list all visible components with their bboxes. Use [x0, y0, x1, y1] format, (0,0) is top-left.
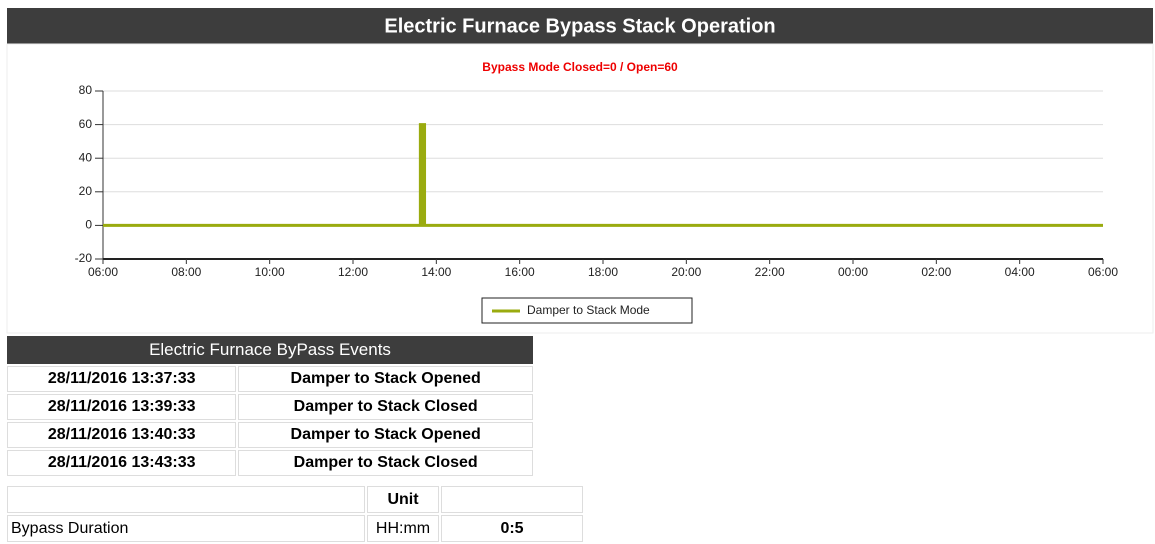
- x-tick-label: 04:00: [1005, 265, 1035, 279]
- summary-table: Unit Bypass Duration HH:mm 0:5: [5, 484, 585, 544]
- x-tick-label: 06:00: [88, 265, 118, 279]
- y-tick-label: 80: [79, 83, 93, 97]
- chart-frame: [6, 43, 1154, 334]
- y-tick-label: -20: [75, 251, 93, 265]
- y-tick-label: 40: [79, 150, 93, 164]
- legend-label: Damper to Stack Mode: [527, 303, 650, 317]
- x-tick-label: 08:00: [171, 265, 201, 279]
- events-title: Electric Furnace ByPass Events: [7, 336, 533, 364]
- x-tick-label: 10:00: [255, 265, 285, 279]
- event-text: Damper to Stack Closed: [238, 450, 533, 476]
- header-bar: [7, 8, 1153, 44]
- x-tick-label: 06:00: [1088, 265, 1118, 279]
- events-table: Electric Furnace ByPass Events 28/11/201…: [5, 334, 535, 478]
- x-tick-label: 02:00: [921, 265, 951, 279]
- y-tick-label: 60: [79, 117, 93, 131]
- event-text: Damper to Stack Closed: [238, 394, 533, 420]
- event-time: 28/11/2016 13:37:33: [7, 366, 237, 392]
- chart-subtitle: Bypass Mode Closed=0 / Open=60: [482, 60, 678, 74]
- event-text: Damper to Stack Opened: [238, 366, 533, 392]
- empty-cell: [7, 486, 365, 513]
- x-tick-label: 00:00: [838, 265, 868, 279]
- event-time: 28/11/2016 13:43:33: [7, 450, 237, 476]
- data-line: [103, 123, 1103, 227]
- event-time: 28/11/2016 13:39:33: [7, 394, 237, 420]
- empty-cell: [441, 486, 583, 513]
- metric-name: Bypass Duration: [7, 515, 365, 542]
- metric-value: 0:5: [441, 515, 583, 542]
- y-tick-label: 0: [85, 218, 92, 232]
- x-tick-label: 22:00: [755, 265, 785, 279]
- event-text: Damper to Stack Opened: [238, 422, 533, 448]
- chart: Electric Furnace Bypass Stack Operation …: [6, 8, 1154, 334]
- unit-header: Unit: [367, 486, 439, 513]
- x-tick-label: 16:00: [505, 265, 535, 279]
- y-tick-label: 20: [79, 184, 93, 198]
- event-time: 28/11/2016 13:40:33: [7, 422, 237, 448]
- x-tick-label: 14:00: [421, 265, 451, 279]
- x-tick-label: 18:00: [588, 265, 618, 279]
- x-tick-label: 12:00: [338, 265, 368, 279]
- metric-unit: HH:mm: [367, 515, 439, 542]
- page-title: Electric Furnace Bypass Stack Operation: [384, 15, 775, 37]
- x-tick-label: 20:00: [671, 265, 701, 279]
